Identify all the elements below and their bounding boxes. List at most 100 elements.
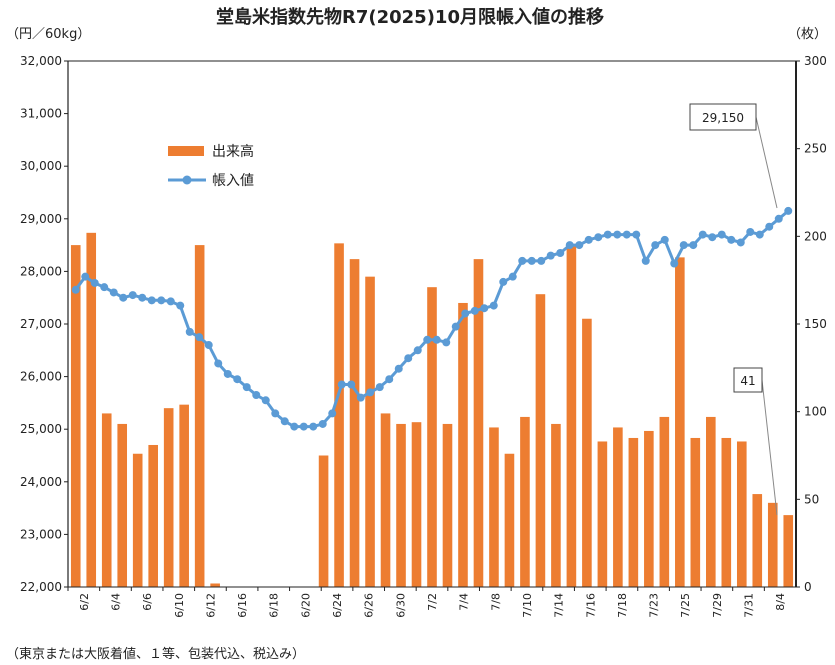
settlement-point bbox=[271, 409, 280, 418]
x-tick-label: 7/25 bbox=[679, 593, 692, 618]
volume-bar bbox=[163, 408, 174, 587]
settlement-point bbox=[660, 235, 669, 244]
x-tick-label: 6/12 bbox=[204, 593, 217, 618]
x-tick-label: 7/29 bbox=[711, 593, 724, 618]
x-tick-label: 6/26 bbox=[363, 593, 376, 618]
left-tick-label: 31,000 bbox=[20, 107, 62, 121]
settlement-point bbox=[299, 422, 308, 431]
x-tick-label: 6/20 bbox=[299, 593, 312, 618]
settlement-point bbox=[670, 259, 679, 268]
settlement-point bbox=[119, 293, 128, 302]
settlement-point bbox=[736, 238, 745, 247]
volume-bar bbox=[442, 423, 453, 587]
chart-title: 堂島米指数先物R7(2025)10月限帳入値の推移 bbox=[216, 6, 604, 28]
volume-bar bbox=[644, 430, 654, 587]
volume-bar bbox=[783, 515, 794, 587]
x-tick-label: 7/18 bbox=[616, 593, 629, 618]
x-tick-label: 6/6 bbox=[141, 593, 154, 611]
x-tick-label: 7/31 bbox=[743, 593, 756, 618]
x-tick-label: 6/30 bbox=[394, 593, 407, 618]
settlement-point bbox=[318, 419, 327, 428]
settlement-point bbox=[575, 241, 584, 250]
footnote: （東京または大阪着値、１等、包装代込、税込み） bbox=[6, 646, 305, 662]
settlement-point bbox=[508, 272, 517, 281]
settlement-point bbox=[622, 230, 631, 239]
settlement-point bbox=[432, 335, 441, 344]
settlement-point bbox=[651, 241, 660, 250]
settlement-point bbox=[613, 230, 622, 239]
settlement-point bbox=[470, 306, 479, 315]
volume-bar bbox=[194, 245, 205, 587]
settlement-point bbox=[556, 248, 565, 257]
left-tick-label: 27,000 bbox=[20, 317, 62, 331]
settlement-point bbox=[698, 230, 707, 239]
volume-bar bbox=[132, 453, 143, 587]
volume-bar bbox=[148, 444, 158, 587]
settlement-point bbox=[451, 322, 460, 331]
settlement-point bbox=[100, 283, 109, 292]
settlement-line bbox=[71, 206, 793, 431]
right-tick-label: 100 bbox=[804, 405, 827, 419]
settlement-point bbox=[518, 256, 527, 265]
volume-bar bbox=[551, 423, 561, 587]
x-tick-label: 6/16 bbox=[236, 593, 249, 618]
volume-bar bbox=[365, 276, 375, 587]
settlement-point bbox=[81, 272, 90, 281]
volume-bar bbox=[101, 413, 112, 587]
callout-last-volume-box bbox=[733, 367, 763, 393]
volume-bar bbox=[597, 441, 608, 587]
volume-bar bbox=[535, 294, 546, 587]
x-tick-label: 7/8 bbox=[489, 593, 502, 611]
volume-bar bbox=[86, 232, 97, 587]
settlement-point bbox=[128, 291, 137, 300]
volume-bar bbox=[396, 423, 406, 587]
settlement-point bbox=[423, 335, 432, 344]
volume-bar bbox=[706, 416, 716, 587]
settlement-point bbox=[404, 354, 413, 363]
right-tick-label: 0 bbox=[804, 580, 812, 594]
volume-bar bbox=[520, 416, 530, 587]
volume-bar bbox=[318, 455, 329, 587]
left-tick-label: 25,000 bbox=[20, 422, 62, 436]
x-tick-label: 6/18 bbox=[268, 593, 281, 618]
volume-bar bbox=[736, 441, 747, 587]
settlement-point bbox=[394, 364, 403, 373]
volume-bar bbox=[628, 437, 639, 587]
left-tick-label: 24,000 bbox=[20, 475, 62, 489]
volume-bar bbox=[752, 494, 763, 587]
settlement-point bbox=[176, 301, 185, 310]
settlement-point bbox=[90, 278, 99, 287]
settlement-point bbox=[584, 235, 593, 244]
settlement-point bbox=[195, 333, 204, 342]
settlement-point bbox=[641, 256, 650, 265]
settlement-point bbox=[166, 297, 175, 306]
settlement-point bbox=[603, 230, 612, 239]
settlement-point bbox=[537, 256, 546, 265]
callout-last-settlement-box bbox=[689, 103, 757, 131]
right-tick-label: 150 bbox=[804, 317, 827, 331]
settlement-point bbox=[708, 233, 717, 242]
settlement-point bbox=[214, 359, 223, 368]
settlement-point bbox=[366, 388, 375, 397]
volume-bar bbox=[427, 287, 437, 587]
volume-bar bbox=[613, 427, 623, 587]
settlement-point bbox=[242, 383, 251, 392]
volume-bar bbox=[334, 243, 344, 587]
settlement-point bbox=[375, 383, 384, 392]
settlement-point bbox=[413, 346, 422, 355]
volume-bar bbox=[566, 245, 577, 587]
left-tick-label: 22,000 bbox=[20, 580, 62, 594]
callout-last-settlement-label: 29,150 bbox=[702, 111, 744, 125]
settlement-point bbox=[765, 222, 774, 231]
right-axis-ticks: 0 50 100 150 200 250 300 bbox=[796, 54, 827, 594]
right-tick-label: 250 bbox=[804, 142, 827, 156]
settlement-point bbox=[337, 380, 346, 389]
settlement-point bbox=[261, 396, 270, 405]
settlement-point bbox=[499, 277, 508, 286]
left-tick-label: 23,000 bbox=[20, 527, 62, 541]
settlement-point bbox=[461, 309, 470, 318]
settlement-point bbox=[594, 233, 603, 242]
left-tick-label: 28,000 bbox=[20, 264, 62, 278]
callout-last-volume: 41 bbox=[733, 367, 778, 516]
